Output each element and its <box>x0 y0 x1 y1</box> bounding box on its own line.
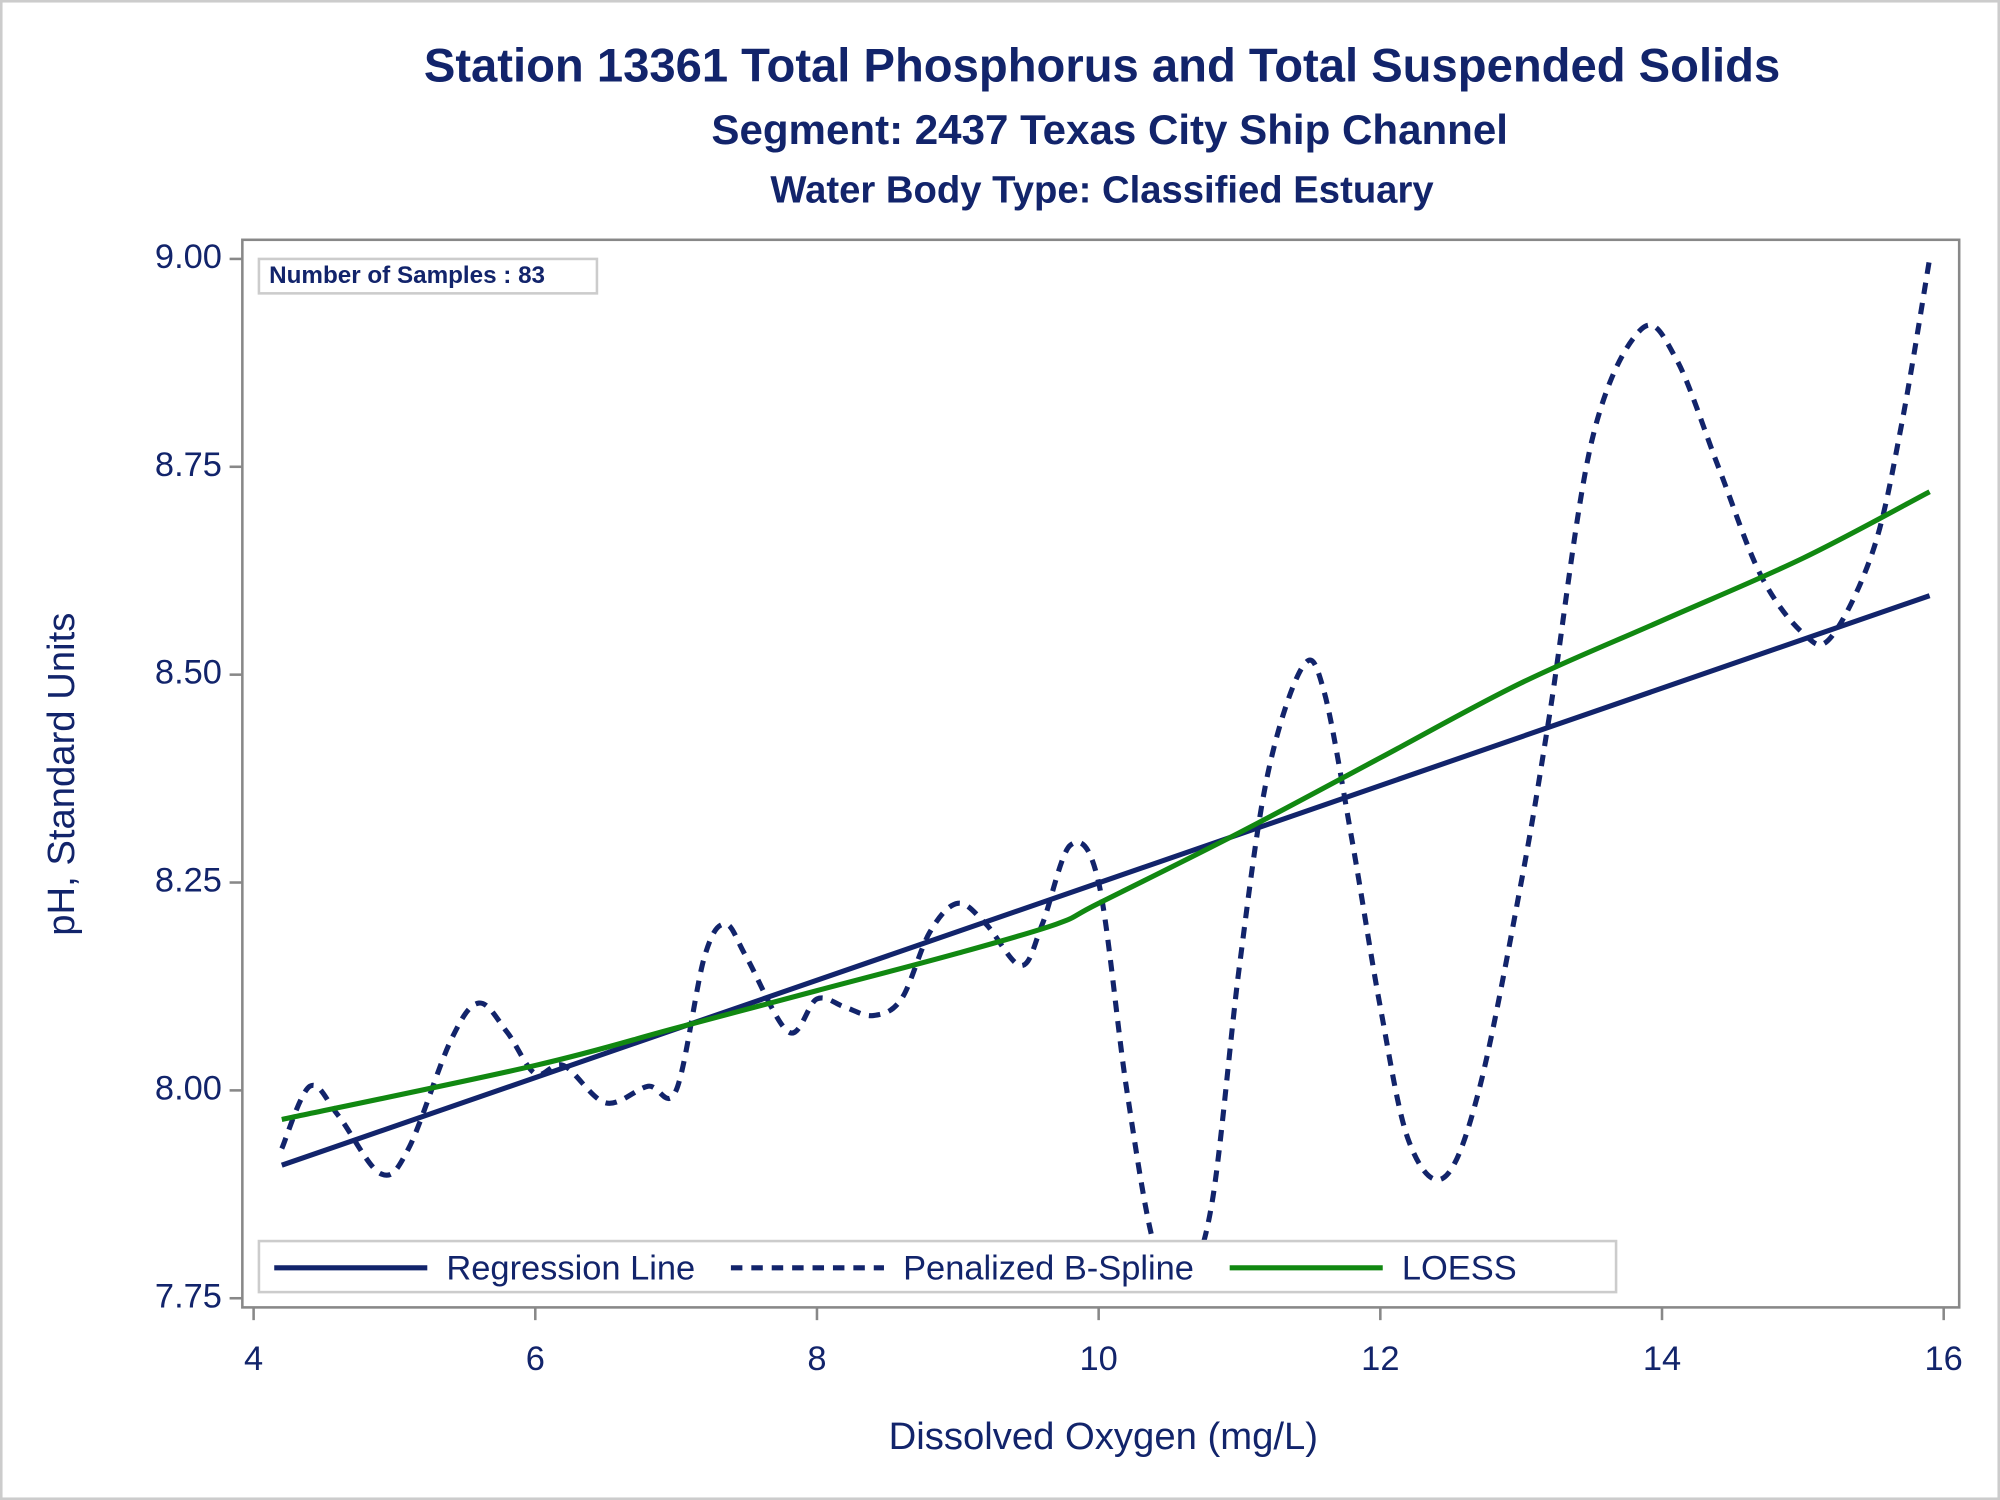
y-tick-label: 8.50 <box>155 654 222 692</box>
chart-subtitle: Water Body Type: Classified Estuary <box>770 169 1434 212</box>
y-tick-label: 8.25 <box>155 862 222 900</box>
series-line <box>280 593 1931 1168</box>
series-line <box>279 258 1933 1287</box>
plot-frame <box>241 238 1961 1309</box>
series-line <box>281 489 1931 1122</box>
y-tick-label: 8.00 <box>155 1069 222 1107</box>
x-tick-label: 6 <box>526 1340 545 1378</box>
x-tick-label: 10 <box>1080 1340 1118 1378</box>
x-axis-label: Dissolved Oxygen (mg/L) <box>889 1415 1318 1458</box>
chart-subtitle: Segment: 2437 Texas City Ship Channel <box>711 106 1508 153</box>
x-tick-label: 12 <box>1361 1340 1399 1378</box>
inset-box <box>257 257 599 295</box>
x-tick-label: 8 <box>807 1340 826 1378</box>
chart-title: Station 13361 Total Phosphorus and Total… <box>424 39 1780 92</box>
y-axis-label: pH, Standard Units <box>40 613 83 936</box>
y-tick-label: 8.75 <box>155 446 222 484</box>
x-tick-label: 14 <box>1643 1340 1681 1378</box>
x-tick-label: 4 <box>244 1340 263 1378</box>
y-tick-label: 7.75 <box>155 1277 222 1315</box>
y-tick-label: 9.00 <box>155 238 222 276</box>
x-tick-label: 16 <box>1925 1340 1963 1378</box>
legend-box <box>257 1239 1618 1294</box>
inset-text: Number of Samples : 83 <box>269 262 545 289</box>
legend-label: LOESS <box>1402 1250 1517 1288</box>
legend-label: Penalized B-Spline <box>903 1250 1194 1288</box>
legend-label: Regression Line <box>446 1250 695 1288</box>
